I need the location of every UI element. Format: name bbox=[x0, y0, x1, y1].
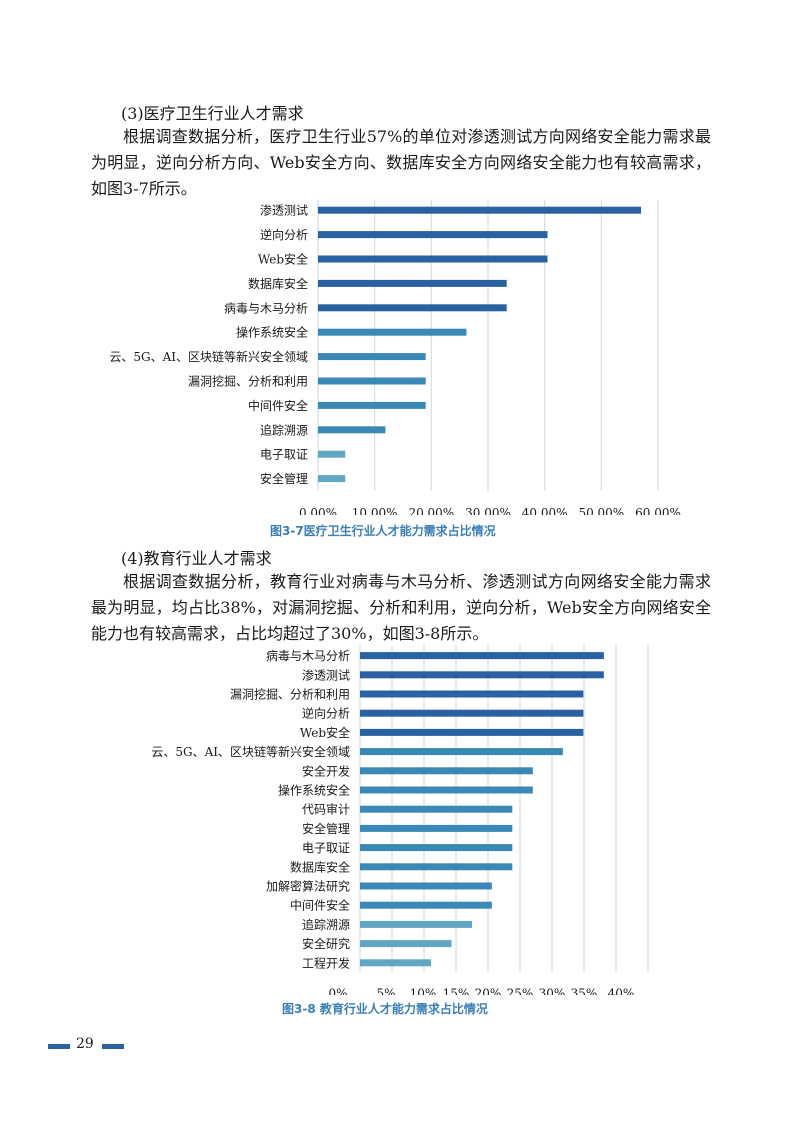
bar bbox=[360, 805, 513, 813]
bar bbox=[318, 401, 426, 409]
category-label: 安全管理 bbox=[260, 471, 308, 486]
bar bbox=[360, 652, 604, 660]
x-tick-label: 25% bbox=[507, 986, 534, 995]
bar bbox=[360, 901, 492, 909]
x-tick-label: 40% bbox=[608, 986, 635, 995]
category-label: 逆向分析 bbox=[260, 227, 308, 242]
figure-3-8-caption: 图3-8 教育行业人才能力需求占比情况 bbox=[282, 1002, 488, 1016]
category-label: 病毒与木马分析 bbox=[224, 300, 308, 315]
category-label: 云、5G、AI、区块链等新兴安全领域 bbox=[151, 744, 350, 759]
bar bbox=[318, 353, 426, 361]
x-tick-label: 5% bbox=[376, 986, 395, 995]
bar bbox=[318, 279, 507, 287]
bar bbox=[318, 231, 548, 239]
section-4-paragraph: 根据调查数据分析，教育行业对病毒与木马分析、渗透测试方向网络安全能力需求最为明显… bbox=[91, 572, 711, 643]
section-4-heading: (4)教育行业人才需求 bbox=[121, 549, 272, 568]
x-tick-label: 60.00% bbox=[635, 506, 681, 515]
bar bbox=[360, 844, 513, 852]
x-tick-label: 10.00% bbox=[352, 506, 398, 515]
category-label: 电子取证 bbox=[260, 448, 308, 462]
x-tick-label: 35% bbox=[571, 986, 598, 995]
category-label: 中间件安全 bbox=[290, 898, 350, 913]
x-tick-label: 0% bbox=[328, 986, 347, 995]
x-tick-label: 0.00% bbox=[299, 506, 337, 515]
bar bbox=[360, 863, 513, 871]
category-label: Web安全 bbox=[258, 252, 308, 267]
bar bbox=[360, 728, 584, 736]
bar bbox=[318, 255, 548, 263]
medical-ability-bar-chart: 0.00% 10.00% 20.00% 30.00% 40.00% 50.00% 60.00… bbox=[109, 200, 681, 515]
category-label: 病毒与木马分析 bbox=[266, 648, 350, 663]
x-tick-label: 50.00% bbox=[578, 506, 624, 515]
bar bbox=[360, 671, 604, 679]
category-label: 渗透测试 bbox=[302, 667, 350, 682]
bar bbox=[360, 959, 432, 967]
bar bbox=[360, 824, 513, 832]
bar bbox=[360, 786, 533, 794]
figure-3-7-caption: 图3-7医疗卫生行业人才能力需求占比情况 bbox=[270, 524, 496, 538]
bar bbox=[360, 767, 533, 775]
category-label: 渗透测试 bbox=[260, 203, 308, 218]
category-label: Web安全 bbox=[300, 725, 350, 740]
x-tick-label: 15% bbox=[443, 986, 470, 995]
bar bbox=[360, 940, 452, 948]
category-label: 数据库安全 bbox=[248, 276, 308, 291]
category-label: 操作系统安全 bbox=[236, 325, 308, 340]
category-label: 电子取证 bbox=[302, 841, 350, 855]
footer-bar-right bbox=[102, 1044, 124, 1049]
category-label: 追踪溯源 bbox=[260, 422, 308, 437]
bar bbox=[318, 450, 346, 458]
bar bbox=[360, 748, 563, 756]
x-tick-label: 40.00% bbox=[522, 506, 568, 515]
category-label: 追踪溯源 bbox=[302, 917, 350, 932]
page-number: 29 bbox=[76, 1036, 94, 1052]
bar bbox=[318, 426, 386, 434]
footer-bar-left bbox=[48, 1044, 70, 1049]
category-label: 逆向分析 bbox=[302, 706, 350, 721]
x-tick-label: 30% bbox=[539, 986, 566, 995]
category-label: 数据库安全 bbox=[290, 859, 350, 874]
category-label: 代码审计 bbox=[302, 802, 350, 817]
bar bbox=[360, 920, 472, 928]
category-label: 安全管理 bbox=[302, 821, 350, 836]
bar bbox=[360, 709, 584, 717]
x-tick-label: 10% bbox=[410, 986, 437, 995]
bar bbox=[318, 377, 426, 385]
category-label: 漏洞挖掘、分析和利用 bbox=[188, 374, 308, 389]
category-label: 漏洞挖掘、分析和利用 bbox=[230, 687, 350, 702]
category-label: 中间件安全 bbox=[248, 398, 308, 413]
section-3-heading: (3)医疗卫生行业人才需求 bbox=[121, 104, 304, 123]
bar bbox=[360, 690, 584, 698]
x-tick-label: 30.00% bbox=[465, 506, 511, 515]
category-label: 加解密算法研究 bbox=[266, 879, 350, 894]
bar bbox=[360, 882, 492, 890]
bar bbox=[318, 304, 507, 312]
section-3-paragraph: 根据调查数据分析，医疗卫生行业57%的单位对渗透测试方向网络安全能力需求最为明显… bbox=[91, 127, 711, 198]
bar bbox=[318, 475, 346, 483]
category-label: 云、5G、AI、区块链等新兴安全领域 bbox=[109, 349, 308, 364]
category-label: 安全开发 bbox=[302, 763, 350, 778]
bar bbox=[318, 206, 641, 214]
x-tick-label: 20% bbox=[475, 986, 502, 995]
category-label: 工程开发 bbox=[302, 955, 350, 970]
bar bbox=[318, 328, 467, 336]
category-label: 安全研究 bbox=[302, 936, 350, 951]
x-tick-label: 20.00% bbox=[408, 506, 454, 515]
category-label: 操作系统安全 bbox=[278, 783, 350, 798]
education-ability-bar-chart: 0% 5% 10% 15% 20% 25% 30% 35% 40% 病毒与木马分析渗透测试漏洞挖掘… bbox=[151, 645, 649, 995]
